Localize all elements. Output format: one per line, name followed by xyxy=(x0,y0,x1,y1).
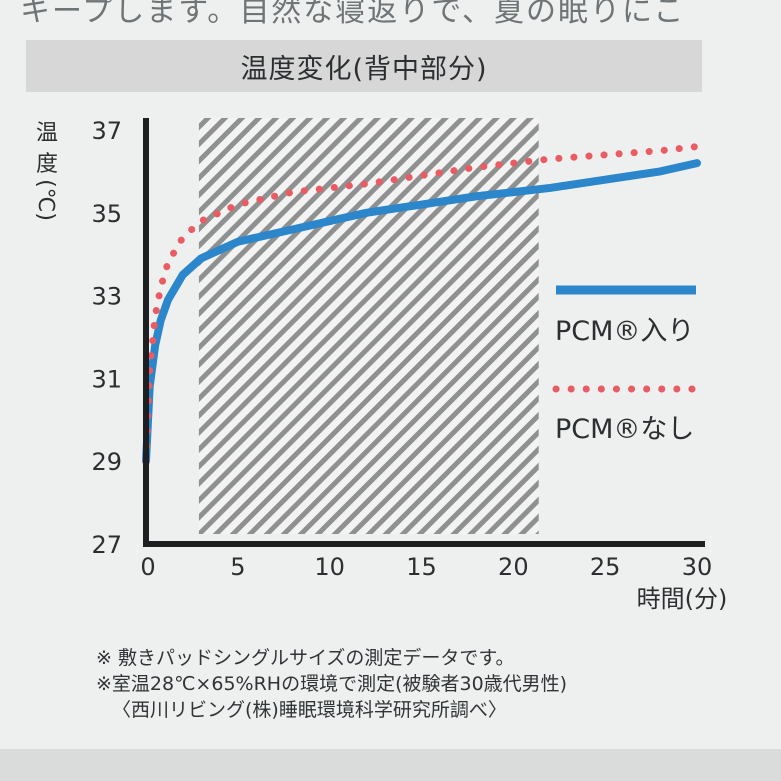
y-tick-label: 27 xyxy=(91,531,122,559)
footnotes: ※ 敷きパッドシングルサイズの測定データです。 ※室温28℃×65%RHの環境で… xyxy=(96,645,567,723)
y-tick-label: 37 xyxy=(91,117,122,145)
x-tick-label: 20 xyxy=(498,553,529,581)
series-line-1 xyxy=(142,159,701,466)
x-tick-label: 15 xyxy=(406,553,437,581)
series-line-2 xyxy=(142,143,701,465)
y-axis-label-part: 温 xyxy=(36,121,58,146)
y-axis-label-part: 度 xyxy=(36,152,58,177)
x-tick-label: 10 xyxy=(314,553,345,581)
x-tick-label: 25 xyxy=(590,553,621,581)
x-tick-label: 0 xyxy=(140,553,155,581)
x-tick-label: 5 xyxy=(230,553,245,581)
chart-title-band: 温度変化(背中部分) xyxy=(26,40,702,92)
x-tick-label: 30 xyxy=(682,553,713,581)
shaded-region xyxy=(198,118,539,534)
footnote-1: ※ 敷きパッドシングルサイズの測定データです。 xyxy=(96,647,515,669)
y-tick-label: 29 xyxy=(91,448,122,476)
y-tick-label: 33 xyxy=(91,283,122,311)
footnote-3: 〈西川リビング(株)睡眠環境科学研究所調べ〉 xyxy=(112,699,507,721)
x-axis-label: 時間(分) xyxy=(637,585,728,613)
legend-label-2: PCM®なし xyxy=(555,414,694,445)
header-text: キープします。自然な寝返りで、夏の眠りにこ xyxy=(20,0,686,29)
chart-title: 温度変化(背中部分) xyxy=(240,53,488,85)
y-axis-label-part: (℃) xyxy=(33,179,58,221)
y-tick-label: 35 xyxy=(91,200,122,228)
y-tick-label: 31 xyxy=(91,365,122,393)
legend-label-1: PCM®入り xyxy=(555,316,694,347)
bottom-strip xyxy=(0,749,781,781)
footnote-2: ※室温28℃×65%RHの環境で測定(被験者30歳代男性) xyxy=(96,673,568,695)
